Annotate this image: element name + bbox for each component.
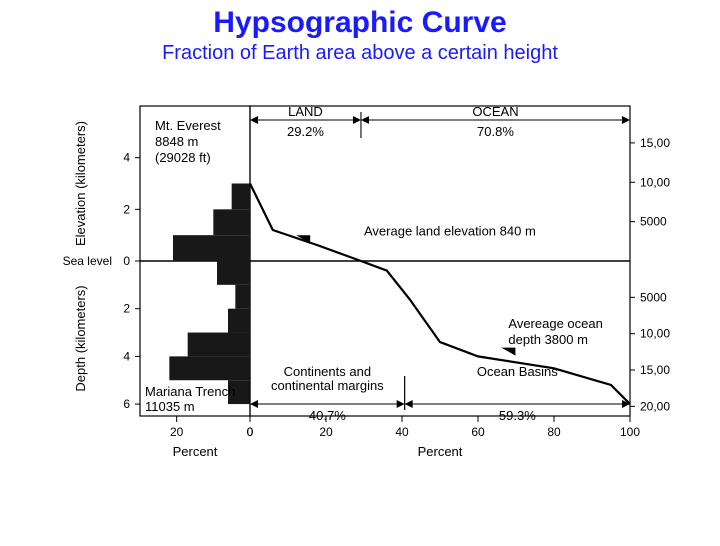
mariana-line1: Mariana Trench	[145, 384, 235, 399]
basins-band-pct: 59.3%	[499, 408, 536, 423]
y-tick-km: 4	[123, 349, 130, 363]
mariana-line2: 11035 m	[145, 399, 195, 414]
histogram-bar	[217, 261, 250, 285]
y-tick-ft: 5000	[640, 215, 667, 229]
y-tick-ft: 5000	[640, 290, 667, 304]
histogram-bar	[169, 356, 250, 380]
y-tick-ft: 10,000	[640, 327, 670, 341]
histogram-bar	[173, 235, 250, 261]
ocean-band-label: OCEAN	[472, 104, 518, 119]
everest-line2: 8848 m	[155, 134, 198, 149]
y-tick-km: 4	[123, 151, 130, 165]
page-title: Hypsographic Curve	[0, 6, 720, 40]
continents-band-pct: 40.7%	[309, 408, 346, 423]
everest-line1: Mt. Everest	[155, 118, 221, 133]
ocean-band-pct: 70.8%	[477, 124, 514, 139]
curve-marker	[501, 348, 515, 356]
x-tick: 40	[395, 425, 409, 439]
everest-line3: (29028 ft)	[155, 150, 211, 165]
x-tick-hist: 0	[247, 425, 254, 439]
y-tick-km: 2	[123, 302, 130, 316]
y-axis-label-depth-km: Depth (kilometers)	[73, 285, 88, 391]
histogram-bar	[188, 333, 250, 357]
basins-band-label: Ocean Basins	[477, 364, 558, 379]
x-tick: 80	[547, 425, 561, 439]
continents-band-label: continental margins	[271, 378, 384, 393]
histogram-bar	[213, 209, 250, 235]
histogram-bar	[228, 309, 250, 333]
x-tick: 60	[471, 425, 485, 439]
y-tick-ft: 15,000	[640, 136, 670, 150]
page-subtitle: Fraction of Earth area above a certain h…	[0, 42, 720, 65]
histogram-bar	[232, 184, 250, 210]
y-tick-ft: 20,000	[640, 399, 670, 413]
land-band-label: LAND	[288, 104, 323, 119]
x-tick: 100	[620, 425, 640, 439]
hypsographic-diagram: 020406080100Percent020Percent024246Sea l…	[50, 86, 670, 526]
y-tick-km: 2	[123, 202, 130, 216]
x-tick: 20	[319, 425, 333, 439]
sea-level-label: Sea level	[63, 254, 112, 268]
avg-land-label: Average land elevation 840 m	[364, 223, 536, 238]
y-axis-label-elev-km: Elevation (kilometers)	[73, 121, 88, 246]
land-band-pct: 29.2%	[287, 124, 324, 139]
x-axis-label-hist: Percent	[173, 444, 218, 459]
avg-ocean-line1: Avereage ocean	[508, 316, 602, 331]
continents-band-label: Continents and	[284, 364, 371, 379]
x-axis-label-main: Percent	[418, 444, 463, 459]
y-tick-ft: 10,000	[640, 175, 670, 189]
y-tick-km: 0	[123, 254, 130, 268]
y-tick-ft: 15,000	[640, 363, 670, 377]
y-tick-km: 6	[123, 397, 130, 411]
x-tick-hist: 20	[170, 425, 184, 439]
histogram-bar	[235, 285, 250, 309]
avg-ocean-line2: depth 3800 m	[508, 332, 588, 347]
